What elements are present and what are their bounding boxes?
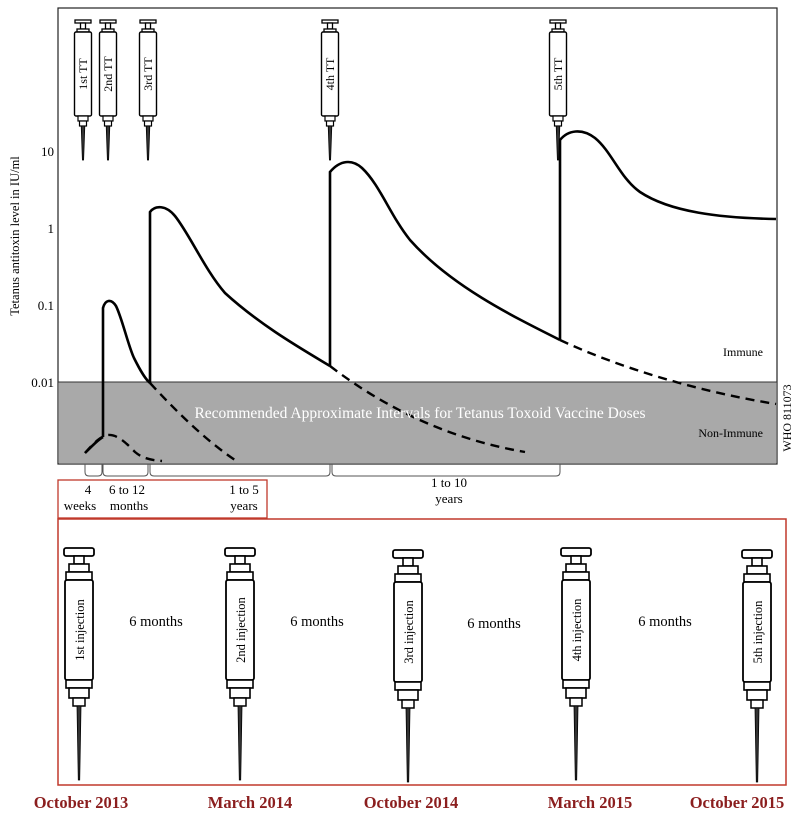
interval-bracket-6-to-12-months (102, 464, 149, 477)
decay-dashed-4 (559, 338, 777, 406)
syringe-label: 2nd TT (101, 56, 115, 92)
interval-line2: months (110, 498, 148, 513)
decay-dashed-1 (84, 433, 163, 463)
injection-syringe-3: 3rd injection (392, 549, 424, 783)
y-tick-label: 0.01 (31, 375, 54, 390)
injection-syringe-2: 2nd injection (224, 547, 256, 781)
interval-highlight-frame (57, 479, 268, 519)
interval-bracket-4-weeks (84, 464, 103, 477)
gap-label: 6 months (129, 614, 183, 630)
syringe-4th-tt: 4th TT (320, 19, 340, 161)
schedule-frame (57, 518, 787, 786)
interval-line1: 4 (85, 482, 92, 497)
decay-dashed-3 (329, 365, 526, 454)
injection-syringe-1: 1st injection (63, 547, 95, 781)
syringe-3rd-tt: 3rd TT (138, 19, 158, 161)
injection-date: March 2015 (548, 793, 632, 812)
syringe-label: 4th TT (323, 57, 337, 90)
immune-label: Immune (723, 345, 763, 359)
non-immune-band (59, 382, 776, 463)
interval-line1: 1 to 5 (229, 482, 259, 497)
band-title: Recommended Approximate Intervals for Te… (194, 405, 645, 422)
y-tick-label: 1 (48, 221, 55, 236)
injection-syringe-5: 5th injection (741, 549, 773, 783)
antitoxin-curve-2 (101, 299, 151, 437)
interval-line1: 6 to 12 (109, 482, 145, 497)
injection-date: October 2013 (34, 793, 129, 812)
interval-line2: years (230, 498, 257, 513)
non-immune-label: Non-Immune (698, 426, 763, 440)
y-tick-label: 10 (41, 144, 54, 159)
antitoxin-curve-5 (558, 130, 777, 340)
injection-date: October 2014 (364, 793, 459, 812)
who-credit: WHO 811073 (780, 384, 794, 451)
injection-label: 5th injection (751, 600, 765, 664)
syringe-label: 5th TT (551, 57, 565, 90)
gap-label: 6 months (467, 616, 521, 632)
injection-label: 1st injection (73, 599, 87, 661)
gap-label: 6 months (638, 614, 692, 630)
injection-label: 4th injection (570, 598, 584, 662)
injection-label: 3rd injection (402, 599, 416, 663)
antitoxin-curve-4 (328, 160, 561, 366)
syringe-1st-tt: 1st TT (73, 19, 93, 161)
syringe-5th-tt: 5th TT (548, 19, 568, 161)
injection-date: October 2015 (690, 793, 785, 812)
syringe-2nd-tt: 2nd TT (98, 19, 118, 161)
interval-line1: 1 to 10 (431, 475, 467, 490)
interval-bracket-1-to-5-years (149, 464, 331, 477)
y-tick-label: 0.1 (38, 298, 54, 313)
interval-line2: years (435, 491, 462, 506)
antitoxin-curve-3 (148, 205, 331, 383)
injection-label: 2nd injection (234, 596, 248, 662)
interval-bracket-1-to-10-years (331, 464, 561, 477)
interval-line2: weeks (64, 498, 97, 513)
syringe-label: 1st TT (76, 58, 90, 90)
gap-label: 6 months (290, 614, 344, 630)
y-axis-label: Tetanus antitoxin level in IU/ml (8, 156, 22, 316)
syringe-label: 3rd TT (141, 57, 155, 91)
injection-date: March 2014 (208, 793, 292, 812)
injection-syringe-4: 4th injection (560, 547, 592, 781)
